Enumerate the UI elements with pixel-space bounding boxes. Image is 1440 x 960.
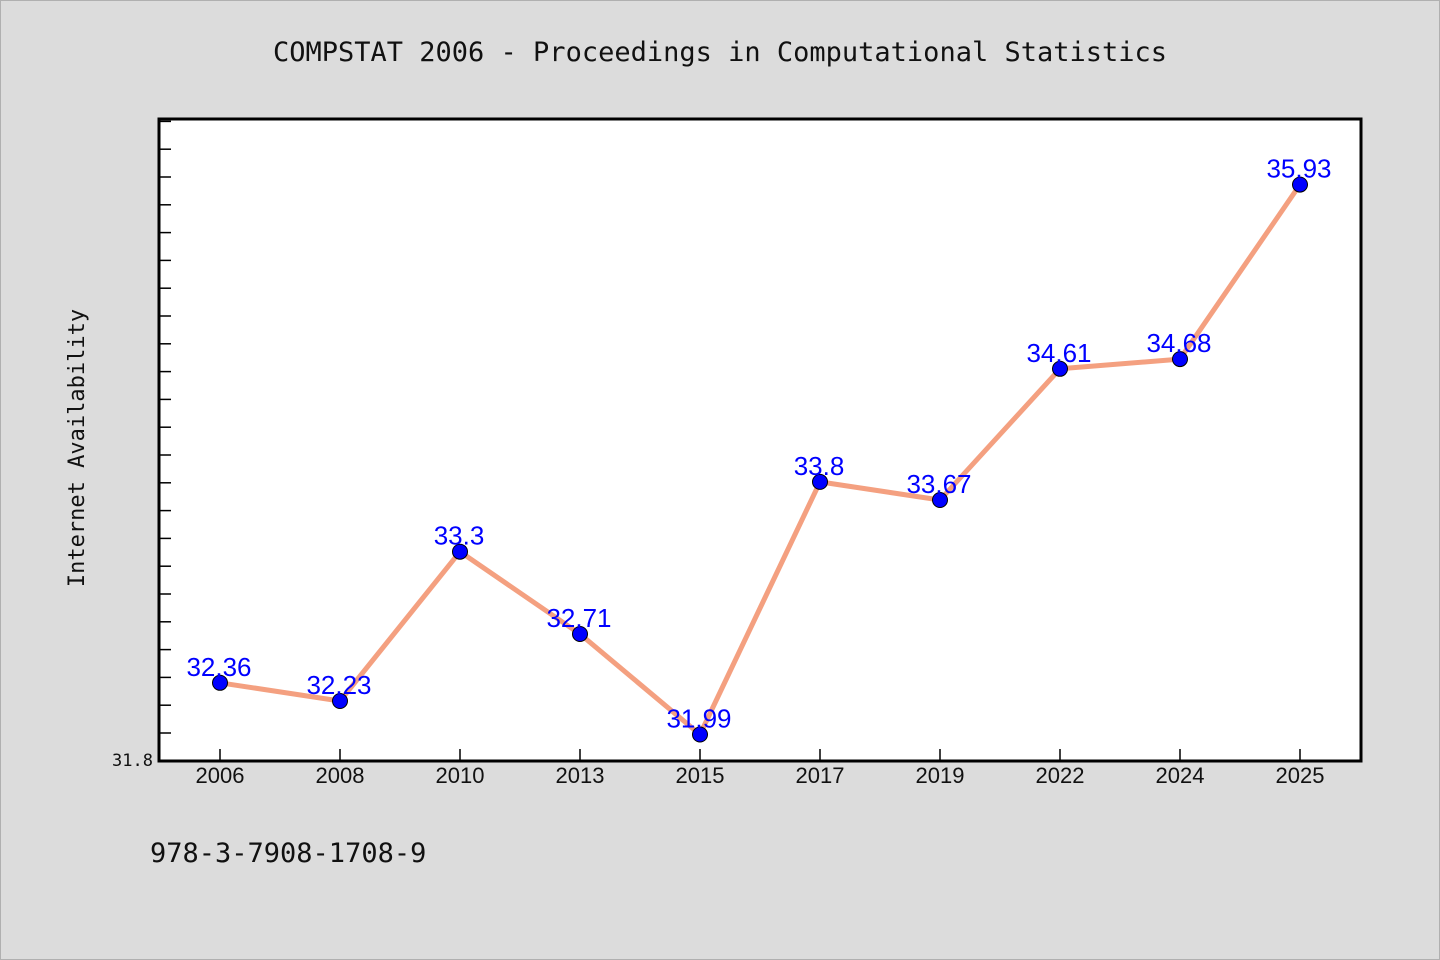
plot-area — [157, 117, 1363, 763]
data-point — [212, 674, 228, 691]
data-label: 31.99 — [666, 704, 731, 734]
x-tick-label: 2015 — [676, 763, 725, 788]
data-point — [1292, 176, 1308, 193]
x-tick-label: 2013 — [556, 763, 605, 788]
data-label: 33.67 — [906, 469, 971, 499]
data-point — [1052, 360, 1068, 377]
y-tick-label-min: 31.8 — [112, 751, 153, 771]
data-point — [332, 693, 348, 709]
data-point — [692, 726, 708, 743]
data-label: 35.93 — [1266, 154, 1331, 184]
data-label: 33.8 — [794, 451, 845, 481]
chart-title: COMPSTAT 2006 - Proceedings in Computati… — [273, 37, 1167, 68]
data-label: 32.23 — [306, 670, 371, 700]
data-point — [572, 626, 588, 642]
x-tick-label: 2017 — [796, 763, 845, 788]
data-labels: 32.36 32.23 33.3 32.71 31.99 33.8 33.67 34.61 34… — [186, 154, 1331, 734]
data-label: 34.68 — [1146, 328, 1211, 358]
x-tick-label: 2025 — [1276, 763, 1325, 788]
data-point — [812, 473, 828, 490]
x-tick-label: 2010 — [436, 763, 485, 788]
y-axis-ticks — [159, 120, 171, 734]
series-markers — [212, 176, 1308, 743]
x-axis-tick-labels: 2006 2008 2010 2013 2015 2017 2019 2022 2024 2025 — [196, 763, 1325, 788]
x-tick-label: 2022 — [1036, 763, 1085, 788]
isbn-text: 978-3-7908-1708-9 — [150, 838, 426, 869]
data-label: 34.61 — [1026, 338, 1091, 368]
x-tick-label: 2006 — [196, 763, 245, 788]
y-axis-label: Internet Availability — [65, 309, 90, 587]
data-point — [1172, 351, 1188, 368]
x-tick-label: 2019 — [916, 763, 965, 788]
data-label: 32.71 — [546, 603, 611, 633]
data-label: 33.3 — [434, 521, 485, 551]
x-tick-label: 2008 — [316, 763, 365, 788]
data-point — [932, 492, 948, 508]
x-tick-label: 2024 — [1156, 763, 1205, 788]
data-point — [452, 543, 468, 560]
data-label: 32.36 — [186, 652, 251, 682]
x-axis-ticks — [219, 749, 1301, 761]
series-line — [217, 182, 1303, 737]
